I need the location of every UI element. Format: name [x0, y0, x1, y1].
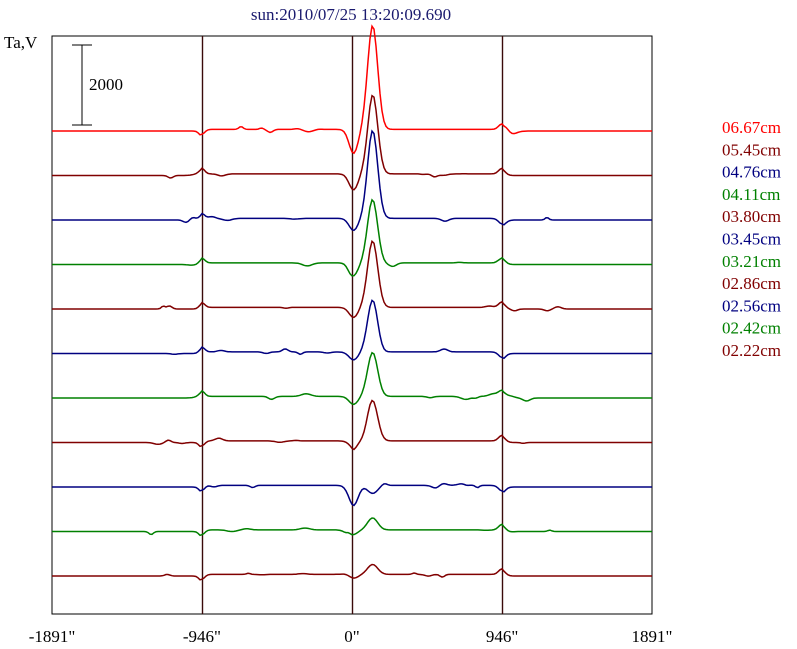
series-line-03.45cm	[52, 299, 652, 361]
legend-entry-5: 03.45cm	[722, 230, 781, 249]
x-tick-label-1: -946"	[183, 627, 221, 646]
legend-entry-8: 02.56cm	[722, 296, 781, 315]
legend: 06.67cm 05.45cm 04.76cm 04.11cm 03.80cm 03.45…	[722, 118, 781, 360]
reference-lines	[201, 36, 504, 614]
legend-entry-10: 02.22cm	[722, 341, 781, 360]
series-line-04.11cm	[52, 198, 652, 277]
series-group	[52, 24, 652, 581]
series-line-03.21cm	[52, 351, 652, 406]
x-tick-label-4: 1891"	[632, 627, 673, 646]
series-line-06.67cm	[52, 24, 652, 155]
series-line-04.76cm	[52, 129, 652, 232]
series-line-03.80cm	[52, 239, 652, 319]
legend-entry-9: 02.42cm	[722, 319, 781, 338]
legend-entry-0: 06.67cm	[722, 118, 781, 137]
series-line-02.22cm	[52, 563, 652, 581]
series-line-05.45cm	[52, 94, 652, 191]
legend-entry-7: 02.86cm	[722, 274, 781, 293]
series-line-02.86cm	[52, 399, 652, 451]
x-tick-labels: -1891" -946" 0" 946" 1891"	[29, 627, 673, 646]
x-tick-label-0: -1891"	[29, 627, 76, 646]
y-axis-label: Ta,V	[4, 33, 38, 52]
chart-title: sun:2010/07/25 13:20:09.690	[251, 5, 451, 24]
legend-entry-4: 03.80cm	[722, 207, 781, 226]
legend-entry-3: 04.11cm	[722, 185, 780, 204]
x-tick-label-2: 0"	[344, 627, 359, 646]
series-line-02.56cm	[52, 482, 652, 507]
legend-entry-1: 05.45cm	[722, 140, 781, 159]
series-line-02.42cm	[52, 517, 652, 537]
scale-bar-label: 2000	[89, 75, 123, 94]
x-tick-label-3: 946"	[486, 627, 518, 646]
scale-bar: 2000	[72, 44, 123, 126]
legend-entry-2: 04.76cm	[722, 163, 781, 182]
legend-entry-6: 03.21cm	[722, 252, 781, 271]
